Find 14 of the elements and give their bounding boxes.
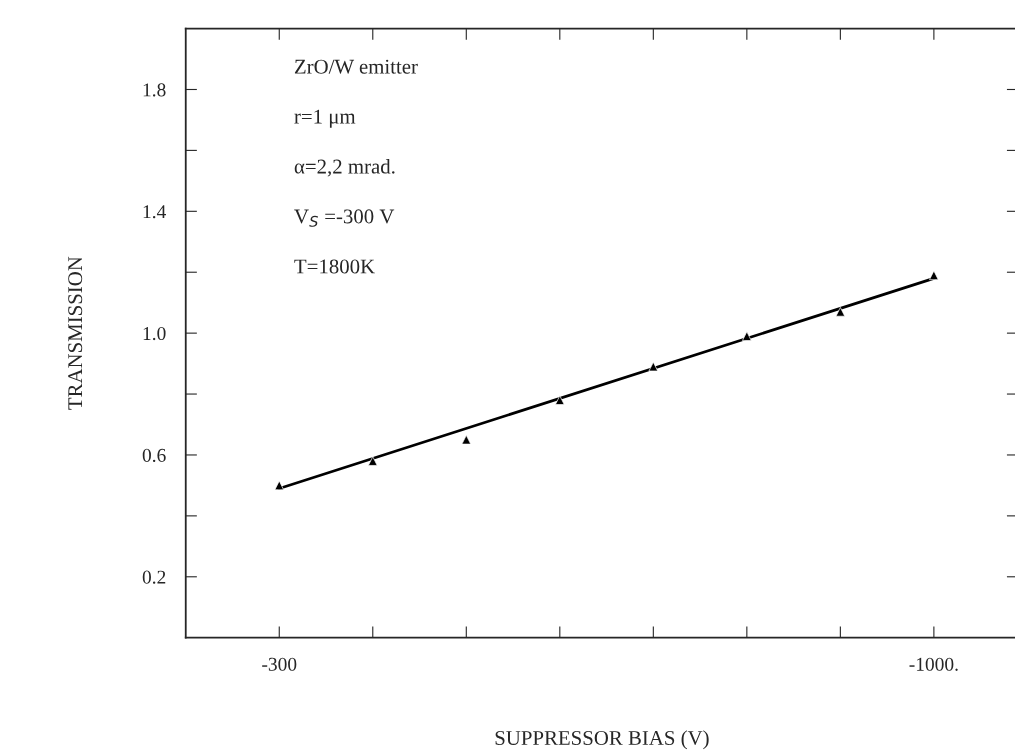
x-axis-title: SUPPRESSOR BIAS (V)	[495, 730, 709, 750]
x-tick-label: -300	[262, 657, 297, 671]
y-tick-label: 0.2	[142, 570, 166, 584]
annotation: ZrO/W emitter	[294, 59, 418, 74]
y-tick-label: 0.6	[142, 448, 166, 462]
annotation: T=1800K	[294, 259, 375, 274]
y-tick-label: 1.4	[143, 205, 166, 219]
x-tick-label: -1000.	[909, 657, 958, 671]
annotation: α=2,2 mrad.	[294, 158, 395, 177]
y-tick-label: 1.8	[143, 83, 166, 97]
annotation: V$_{S}$ =-300 V	[294, 209, 395, 227]
y-axis-title: TRANSMISSION	[68, 256, 83, 410]
annotation: r=1 μm	[294, 109, 356, 128]
y-tick-label: 1.0	[143, 326, 166, 341]
